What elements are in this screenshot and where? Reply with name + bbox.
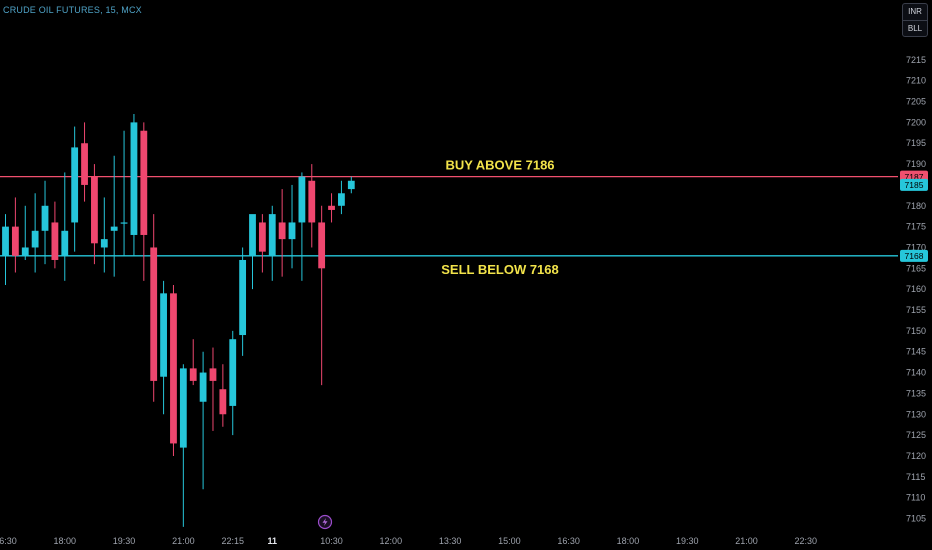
candle-body (150, 247, 158, 381)
candle-body (51, 222, 59, 260)
candle-body (268, 214, 276, 256)
time-tick-label: 22:15 (221, 536, 244, 546)
price-tick-label: 7170 (906, 242, 926, 252)
candle-body (189, 368, 197, 381)
time-tick-label: 21:00 (172, 536, 195, 546)
price-tick-label: 7135 (906, 388, 926, 398)
price-tick-label: 7200 (906, 117, 926, 127)
candle-body (328, 205, 335, 210)
level-annotation: BUY ABOVE 7186 (445, 158, 554, 173)
candle-body (110, 226, 118, 231)
candle-body (160, 293, 167, 377)
price-tick-label: 7125 (906, 430, 926, 440)
candle-body (288, 222, 296, 240)
candle-body (21, 247, 29, 256)
level-labels: BUY ABOVE 7186 SELL BELOW 7168 (441, 158, 559, 277)
candle-body (100, 239, 108, 248)
candle-body (308, 180, 316, 223)
time-tick-label: 12:00 (380, 536, 403, 546)
time-tick-label: 13:30 (439, 536, 462, 546)
price-tick-label: 7195 (906, 138, 926, 148)
candle-body (338, 193, 345, 206)
level-annotation: SELL BELOW 7168 (441, 262, 559, 277)
time-tick-label: 19:30 (113, 536, 136, 546)
candle-body (31, 230, 39, 248)
level-lines (0, 175, 898, 257)
candle-body (278, 222, 286, 240)
lightning-glyph (322, 518, 328, 526)
price-tick-label: 7120 (906, 451, 926, 461)
currency-box[interactable]: INR BLL (902, 3, 928, 37)
price-tick-label: 7180 (906, 201, 926, 211)
candle-body (91, 176, 98, 244)
price-tick-label: 7205 (906, 97, 926, 107)
symbol-title: CRUDE OIL FUTURES, 15, MCX (3, 5, 142, 15)
candle-body (41, 205, 49, 231)
candle-body (258, 222, 266, 252)
time-tick-label: 18:00 (54, 536, 77, 546)
price-tick-label: 7145 (906, 347, 926, 357)
price-tick-label: 7165 (906, 263, 926, 273)
candle-body (229, 339, 237, 406)
candle-body (209, 368, 217, 381)
candle-body (61, 230, 69, 256)
candle-body (81, 143, 88, 185)
candle-body (318, 222, 326, 269)
candle-body (130, 122, 138, 235)
candle-body (249, 214, 256, 256)
price-tick-label: 7215 (906, 55, 926, 65)
price-tick-label: 7155 (906, 305, 926, 315)
time-tick-label: 19:30 (676, 536, 699, 546)
time-tick-label: 15:00 (498, 536, 521, 546)
time-tick-label: 18:00 (617, 536, 640, 546)
candle-body (219, 389, 227, 415)
time-tick-label: 16:30 (557, 536, 580, 546)
time-tick-label: 22:30 (795, 536, 818, 546)
time-axis[interactable]: 16:30 18:00 19:30 21:00 22:15 11 10:30 12:00 13:… (0, 536, 817, 546)
time-tick-label: 11 (268, 536, 278, 546)
candle-body (71, 147, 79, 223)
price-badge-label: 7187 (905, 172, 924, 182)
currency-label: INR (908, 7, 922, 16)
price-badge-label: 7185 (905, 180, 924, 190)
price-tick-label: 7130 (906, 409, 926, 419)
candle-body (120, 222, 128, 224)
price-axis[interactable]: 7105 7110 7115 7120 7125 7130 7135 7140 7145 7150… (906, 55, 926, 524)
price-badge-label: 7168 (905, 251, 924, 261)
candle-body (199, 372, 207, 402)
price-badge (900, 249, 928, 262)
time-tick-label: 10:30 (320, 536, 343, 546)
price-tick-label: 7175 (906, 222, 926, 232)
candle-body (11, 226, 19, 256)
price-tick-label: 7110 (906, 493, 925, 503)
candles (2, 114, 355, 527)
candle-body (170, 293, 177, 444)
candle-body (347, 180, 355, 190)
price-tick-label: 7160 (906, 284, 926, 294)
price-tick-label: 7210 (906, 76, 926, 86)
price-tick-label: 7140 (906, 368, 926, 378)
price-tick-label: 7115 (906, 472, 925, 482)
currency-divider (903, 20, 927, 21)
unit-label: BLL (907, 24, 923, 33)
price-badge (900, 178, 928, 191)
event-marker[interactable] (317, 514, 333, 530)
price-tick-label: 7190 (906, 159, 926, 169)
price-tick-label: 7150 (906, 326, 926, 336)
candle-body (2, 226, 9, 256)
time-tick-label: 16:30 (0, 536, 17, 546)
candle-body (298, 176, 306, 223)
candle-body (140, 130, 148, 235)
candle-body (239, 259, 247, 336)
price-badges: 7187 7168 7185 (900, 170, 928, 262)
candle-body (179, 368, 187, 448)
time-tick-label: 21:00 (735, 536, 758, 546)
price-tick-label: 7105 (906, 513, 926, 523)
